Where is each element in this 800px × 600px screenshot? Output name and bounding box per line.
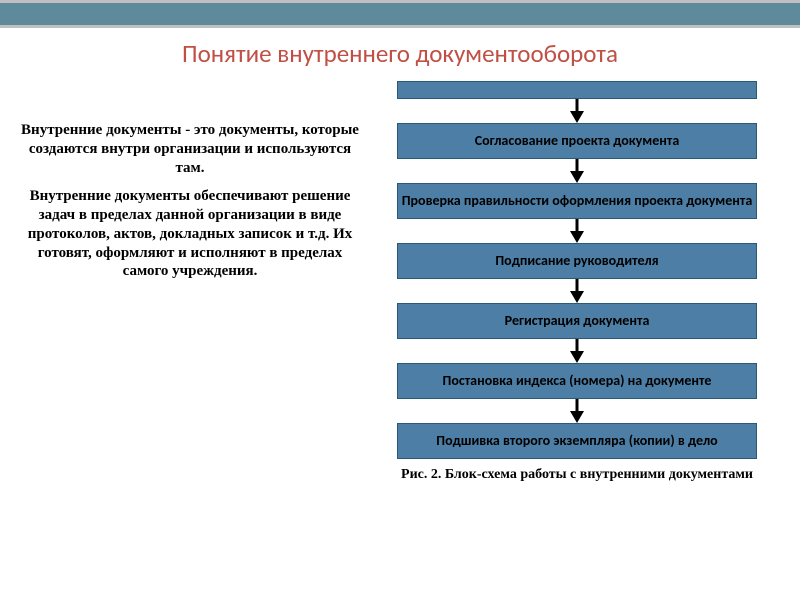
arrow-down-icon — [397, 219, 758, 243]
flow-step-5: Постановка индекса (номера) на документе — [397, 363, 758, 399]
flow-step-4: Регистрация документа — [397, 303, 758, 339]
flowchart-column: Согласование проекта документа Проверка п… — [374, 81, 780, 484]
flowchart-caption: Рис. 2. Блок-схема работы с внутренними … — [401, 467, 753, 484]
slide-content: Понятие внутреннего документооборота Вну… — [0, 28, 800, 484]
columns: Внутренние документы - это документы, ко… — [20, 81, 780, 484]
flowchart: Согласование проекта документа Проверка п… — [397, 81, 758, 459]
arrow-down-icon — [397, 339, 758, 363]
arrow-down-icon — [397, 99, 758, 123]
arrow-down-icon — [397, 279, 758, 303]
flow-step-6: Подшивка второго экземпляра (копии) в де… — [397, 423, 758, 459]
flow-step-1: Согласование проекта документа — [397, 123, 758, 159]
flow-step-0 — [397, 81, 758, 99]
slide-title: Понятие внутреннего документооборота — [20, 38, 780, 69]
top-bar — [0, 0, 800, 28]
arrow-down-icon — [397, 399, 758, 423]
arrow-down-icon — [397, 159, 758, 183]
flow-step-2: Проверка правильности оформления проекта… — [397, 183, 758, 219]
definition-paragraph-2: Внутренние документы обеспечивают решени… — [20, 187, 360, 281]
flow-step-3: Подписание руководителя — [397, 243, 758, 279]
definition-column: Внутренние документы - это документы, ко… — [20, 81, 360, 484]
definition-paragraph-1: Внутренние документы - это документы, ко… — [20, 121, 360, 177]
